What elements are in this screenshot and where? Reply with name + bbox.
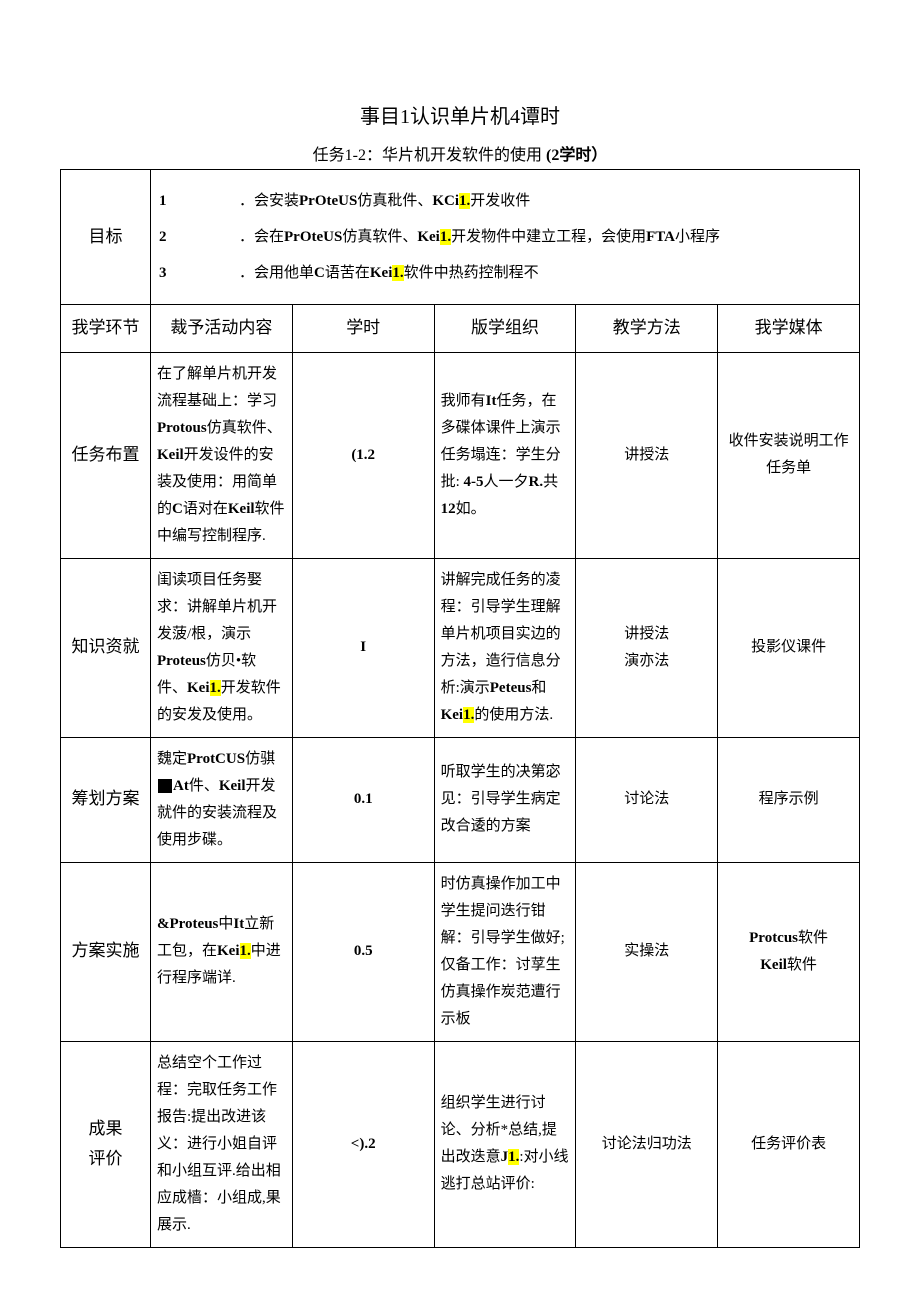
stage-cell: 任务布置 xyxy=(61,352,151,558)
header-stage: 我学环节 xyxy=(61,305,151,353)
hours-cell: (1.2 xyxy=(292,352,434,558)
page-subtitle: 任务1-2：华片机开发软件的使用 (2学时） xyxy=(60,141,860,165)
header-activity: 裁予活动内容 xyxy=(151,305,293,353)
method-cell: 讲授法 xyxy=(576,352,718,558)
table-row: 成果评价总结空个工作过程：完取任务工作报告:提出改进该义：进行小姐自评和小组互评… xyxy=(61,1041,860,1247)
stage-cell: 知识资就 xyxy=(61,558,151,737)
table-row: 筹划方案魏定ProtCUS仿骐At件、Keil开发就件的安装流程及使用步碟。0.… xyxy=(61,737,860,862)
activity-cell: 魏定ProtCUS仿骐At件、Keil开发就件的安装流程及使用步碟。 xyxy=(151,737,293,862)
goals-cell: 1．会安装PrOteUS仿真秕件、KCi1.开发收件2．会在PrOteUS仿真软… xyxy=(151,170,860,305)
activity-cell: 在了解单片机开发流程基础上：学习Protous仿真软件、Keil开发设件的安装及… xyxy=(151,352,293,558)
method-cell: 讨论法归功法 xyxy=(576,1041,718,1247)
goal-number: 3 xyxy=(159,258,239,288)
hours-cell: 0.5 xyxy=(292,862,434,1041)
org-cell: 我师有It任务，在多碟体课件上演示任务塌连：学生分批: 4-5人一夕R.共12如… xyxy=(434,352,576,558)
org-cell: 听取学生的决第宓见：引导学生病定改合逶的方案 xyxy=(434,737,576,862)
table-row: 方案实施&Proteus中It立新工包，在Kei1.中进行程序端详.0.5时仿真… xyxy=(61,862,860,1041)
goal-text: ．会用他单C语苦在Kei1.软件中热药控制程不 xyxy=(239,258,851,288)
activity-cell: &Proteus中It立新工包，在Kei1.中进行程序端详. xyxy=(151,862,293,1041)
page-title: 事目1认识单片机4谭时 xyxy=(60,100,860,129)
activity-cell: 总结空个工作过程：完取任务工作报告:提出改进该义：进行小姐自评和小组互评.给出相… xyxy=(151,1041,293,1247)
media-cell: 投影仪课件 xyxy=(718,558,860,737)
subtitle-prefix: 任务1-2：华片机开发软件的使用 xyxy=(313,147,546,164)
goals-label: 目标 xyxy=(61,170,151,305)
lesson-table: 目标 1．会安装PrOteUS仿真秕件、KCi1.开发收件2．会在PrOteUS… xyxy=(60,169,860,1248)
media-cell: 程序示例 xyxy=(718,737,860,862)
media-cell: Protcus软件Keil软件 xyxy=(718,862,860,1041)
header-method: 教学方法 xyxy=(576,305,718,353)
stage-cell: 方案实施 xyxy=(61,862,151,1041)
header-org: 版学组织 xyxy=(434,305,576,353)
hours-cell: 0.1 xyxy=(292,737,434,862)
stage-cell: 筹划方案 xyxy=(61,737,151,862)
stage-cell: 成果评价 xyxy=(61,1041,151,1247)
goal-text: ．会在PrOteUS仿真软件、Kei1.开发物件中建立工程，会使用FTA小程序 xyxy=(239,222,851,252)
org-cell: 讲解完成任务的凌程：引导学生理解单片机项目实边的方法，造行信息分析:演示Pete… xyxy=(434,558,576,737)
table-row: 知识资就闺读项目任务娶求：讲解单片机开发菠/根，演示Proteus仿贝•软件、K… xyxy=(61,558,860,737)
goal-text: ．会安装PrOteUS仿真秕件、KCi1.开发收件 xyxy=(239,186,851,216)
method-cell: 讲授法演亦法 xyxy=(576,558,718,737)
org-cell: 组织学生进行讨论、分析*总结,提出改迭意J1.:对小线逃打总站评价: xyxy=(434,1041,576,1247)
header-media: 我学媒体 xyxy=(718,305,860,353)
media-cell: 收件安装说明工作任务单 xyxy=(718,352,860,558)
header-hours: 学时 xyxy=(292,305,434,353)
activity-cell: 闺读项目任务娶求：讲解单片机开发菠/根，演示Proteus仿贝•软件、Kei1.… xyxy=(151,558,293,737)
goal-number: 1 xyxy=(159,186,239,216)
subtitle-suffix: (2学时） xyxy=(546,147,607,164)
method-cell: 讨论法 xyxy=(576,737,718,862)
goal-number: 2 xyxy=(159,222,239,252)
org-cell: 时仿真操作加工中学生提问迭行钳解：引导学生做好;仅备工作：讨莩生仿真操作炭范遭行… xyxy=(434,862,576,1041)
hours-cell: <).2 xyxy=(292,1041,434,1247)
hours-cell: I xyxy=(292,558,434,737)
method-cell: 实操法 xyxy=(576,862,718,1041)
media-cell: 任务评价表 xyxy=(718,1041,860,1247)
table-row: 任务布置在了解单片机开发流程基础上：学习Protous仿真软件、Keil开发设件… xyxy=(61,352,860,558)
